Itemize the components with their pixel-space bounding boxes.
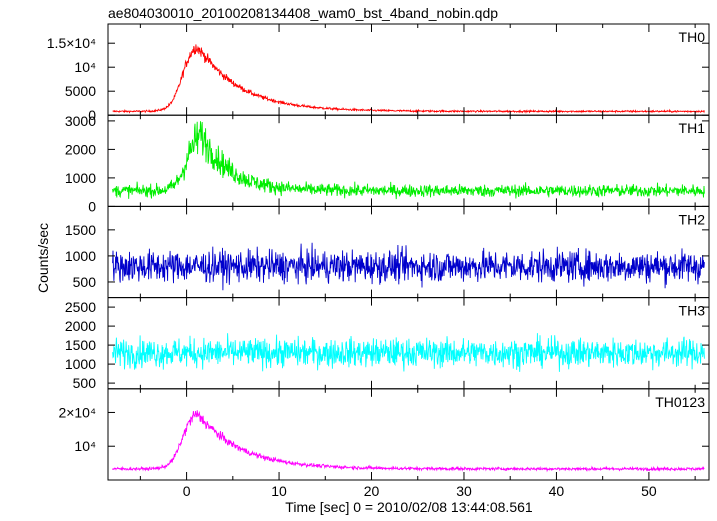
series-th2	[112, 242, 705, 291]
y-tick-label: 2000	[65, 318, 96, 334]
y-tick-label: 0	[88, 198, 96, 214]
panel-frame	[107, 388, 710, 481]
y-tick-label: 2×10⁴	[58, 404, 96, 420]
x-tick-label: 30	[456, 483, 472, 499]
y-tick-label: 1000	[65, 170, 96, 186]
panel-frame	[107, 23, 710, 116]
series-th3	[112, 333, 705, 372]
y-tick-label: 3000	[65, 113, 96, 129]
y-tick-label: 500	[73, 274, 97, 290]
y-axis-label: Counts/sec	[35, 223, 51, 293]
panel-th0: TH0 0 5000 10⁴ 1.5×10⁴	[47, 23, 710, 123]
panel-label: TH0123	[655, 394, 705, 410]
y-tick-label: 1000	[65, 248, 96, 264]
y-tick-label: 1500	[65, 222, 96, 238]
y-tick-label: 2000	[65, 141, 96, 157]
y-tick-label: 500	[73, 375, 97, 391]
y-tick-label: 10⁴	[74, 59, 96, 75]
x-tick-label: 10	[271, 483, 287, 499]
series-th1	[112, 121, 705, 200]
panel-frame	[107, 205, 710, 299]
panel-label: TH0	[679, 29, 706, 45]
y-tick-label: 10⁴	[74, 438, 96, 454]
y-tick-label: 1.5×10⁴	[47, 35, 96, 51]
x-tick-label: 50	[641, 483, 657, 499]
panels-group: TH00500010⁴1.5×10⁴TH10100020003000TH2500…	[47, 23, 710, 499]
y-tick-label: 5000	[65, 83, 96, 99]
y-tick-label: 0	[88, 107, 96, 123]
panel-label: TH1	[679, 120, 706, 136]
x-tick-label: 20	[364, 483, 380, 499]
panel-th1: TH1 0 1000 2000 3000	[65, 113, 710, 214]
y-tick-label: 1500	[65, 337, 96, 353]
x-tick-label: 40	[549, 483, 565, 499]
series-th0	[112, 44, 705, 114]
panel-label: TH2	[679, 211, 706, 227]
series-th0123	[112, 410, 705, 473]
panel-label: TH3	[679, 303, 706, 319]
y-tick-label: 2500	[65, 299, 96, 315]
panel-th0123: TH0123 10⁴ 2×10⁴	[58, 388, 710, 481]
chart-title: ae804030010_20100208134408_wam0_bst_4ban…	[108, 5, 498, 21]
x-axis-label: Time [sec] 0 = 2010/02/08 13:44:08.561	[285, 499, 533, 515]
panel-th3: TH3 500 1000 1500 2000 2500	[65, 297, 710, 391]
x-tick-label: 0	[183, 483, 191, 499]
panel-th2: TH2 500 1000 1500	[65, 205, 710, 299]
y-tick-label: 1000	[65, 356, 96, 372]
